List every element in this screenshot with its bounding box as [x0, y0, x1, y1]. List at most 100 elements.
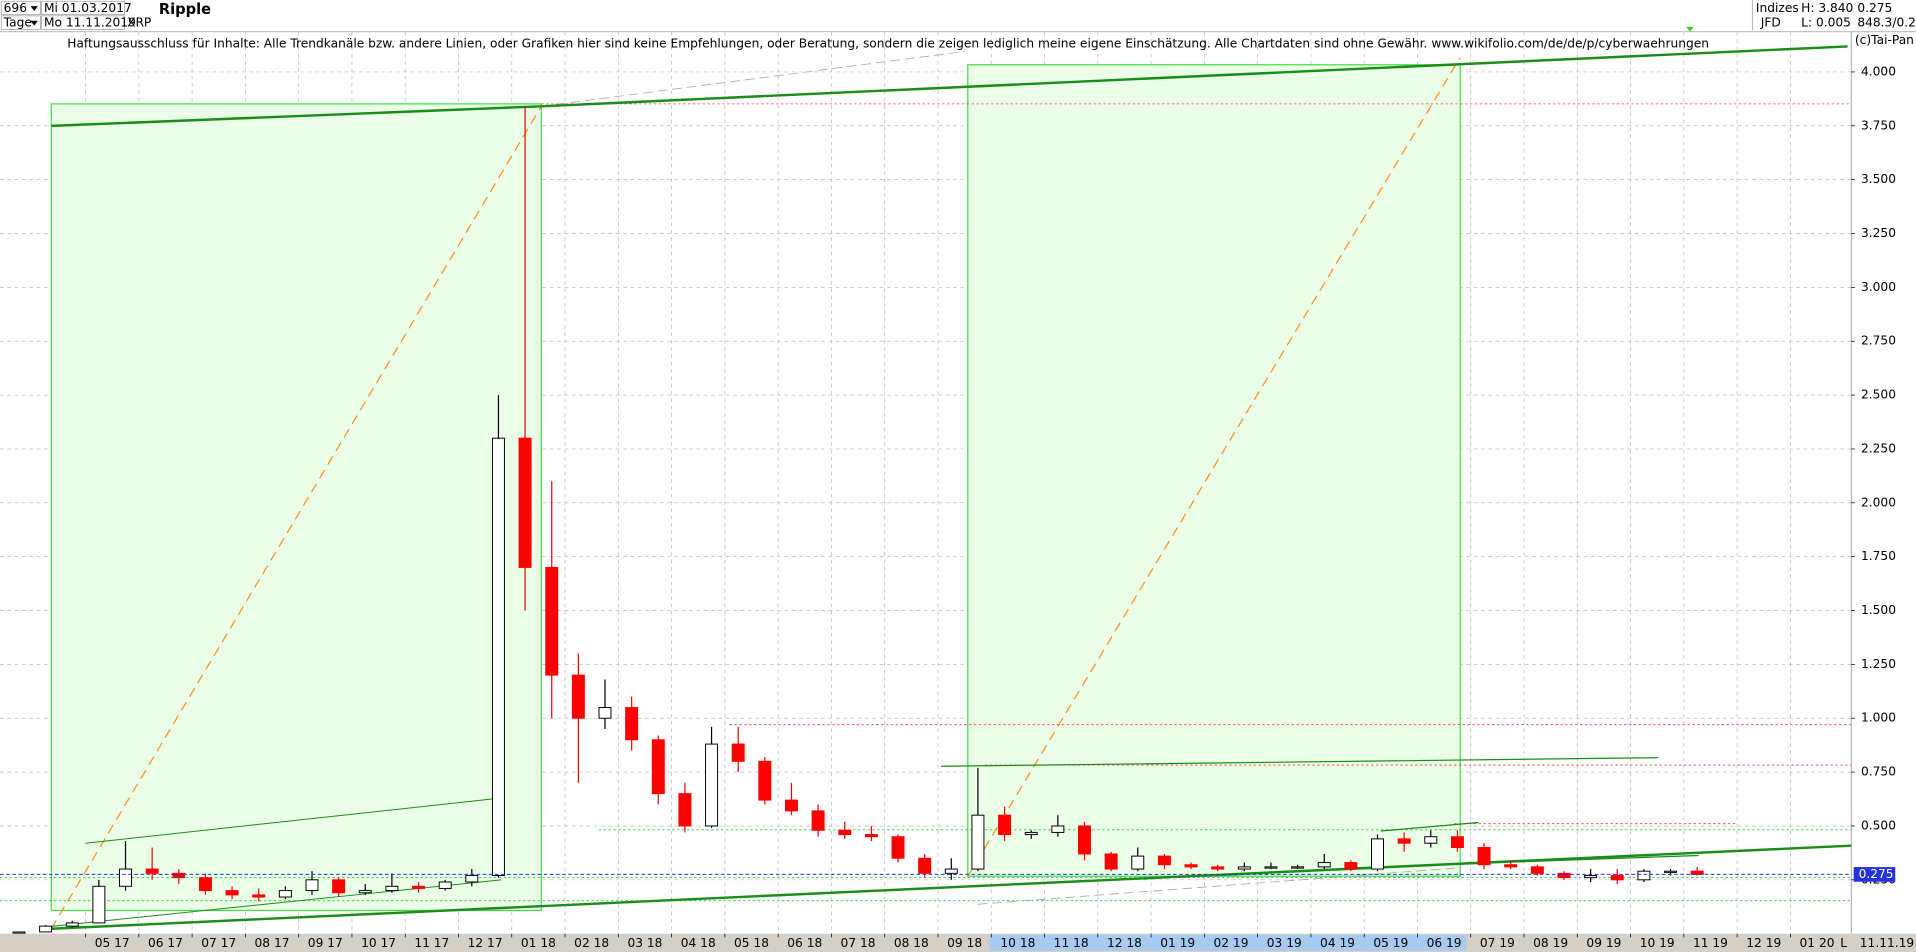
x-tick-label: 11 19: [1693, 936, 1728, 950]
candle-body: [1371, 838, 1384, 870]
candle-body: [545, 566, 559, 676]
candle-body: [1584, 875, 1598, 879]
x-tick-label: 05 18: [734, 936, 769, 950]
x-tick-label: 02 19: [1214, 936, 1249, 950]
x-tick-label: 03 19: [1267, 936, 1302, 950]
candle-body: [332, 879, 346, 894]
x-tick-label: 02 18: [574, 936, 609, 950]
candles: [0, 106, 1852, 934]
last-price-label: 0.275: [1859, 867, 1894, 881]
candle-body: [252, 894, 266, 898]
trend-line: [51, 879, 502, 927]
candle-body: [864, 834, 878, 838]
x-tick-label: 08 18: [894, 936, 929, 950]
candle-body: [518, 437, 532, 568]
candle-body: [1104, 853, 1118, 870]
end-date-label: 11.11.19: [1860, 936, 1914, 950]
y-tick-label: 1.750: [1861, 549, 1896, 563]
candle-body: [731, 743, 745, 762]
candle-body: [12, 931, 26, 934]
candle-body: [1424, 836, 1438, 844]
candle-body: [1131, 855, 1145, 870]
trend-line: [85, 797, 502, 844]
dropdown-arrow: [30, 20, 38, 26]
x-tick-label: 10 17: [361, 936, 396, 950]
extra: 848.3/0.24: [1857, 16, 1916, 30]
candle-body: [651, 739, 665, 795]
y-tick-label: 1.500: [1861, 603, 1896, 617]
x-tick-label: 06 17: [148, 936, 183, 950]
x-tick-label: 11 18: [1054, 936, 1089, 950]
selection-range: [989, 934, 1467, 951]
x-axis: 05 17 06 17 07 17 08 17 09 17 10 17 11 17 12 17…: [85, 933, 1835, 950]
y-tick-label: 4.000: [1861, 64, 1896, 78]
copyright: (c)Tai-Pan: [1855, 33, 1914, 47]
dashed-trend: [967, 57, 1461, 877]
unit-box[interactable]: [0, 15, 41, 30]
low: L: 0.005: [1801, 16, 1851, 30]
last: 0.275: [1857, 1, 1892, 15]
chart-title: Ripple: [159, 1, 211, 18]
candle-body: [465, 875, 479, 883]
trend-line: [1356, 854, 1699, 869]
disclaimer: Haftungsausschluss für Inhalte: Alle Tre…: [67, 36, 1709, 50]
y-tick-label: 2.000: [1861, 495, 1896, 509]
x-tick-label: 12 18: [1107, 936, 1142, 950]
candle-body: [1637, 870, 1651, 881]
y-tick-label: 2.750: [1861, 334, 1896, 348]
candle-body: [944, 868, 958, 874]
candle-body: [998, 814, 1012, 836]
start-box[interactable]: [41, 0, 125, 15]
x-tick-label: 07 17: [201, 936, 236, 950]
gray-dashed: [977, 867, 1461, 905]
count: 696: [4, 1, 27, 15]
candle-body: [1078, 825, 1091, 855]
x-tick-label: 10 19: [1640, 936, 1675, 950]
x-tick-label: 12 19: [1746, 936, 1781, 950]
x-tick-label: 09 19: [1586, 936, 1621, 950]
x-tick-label: 05 17: [95, 936, 130, 950]
dashed-trend: [50, 106, 542, 930]
candle-body: [1557, 872, 1571, 879]
candle-body: [119, 868, 133, 887]
candle-body: [891, 836, 905, 859]
group: Indizes: [1756, 1, 1799, 15]
candle-body: [1344, 862, 1358, 870]
candle-body: [278, 890, 292, 898]
x-tick-label: 12 17: [468, 936, 503, 950]
x-tick-label: 10 18: [1000, 936, 1035, 950]
dropdown-arrow: [30, 6, 38, 11]
candle-body: [198, 877, 212, 892]
candle-body: [1450, 836, 1464, 848]
candle-body: [971, 814, 985, 870]
candle-body: [1291, 866, 1305, 869]
gray-dashed: [541, 50, 966, 107]
x-tick-label: 09 18: [947, 936, 982, 950]
x-tick-label: 05 19: [1373, 936, 1408, 950]
header-bar: [0, 0, 1916, 32]
candle-body: [1157, 855, 1171, 866]
candle-body: [1184, 864, 1198, 868]
unit: Tage: [3, 16, 32, 30]
count-box[interactable]: [0, 0, 41, 15]
y-tick-label: 2.500: [1861, 388, 1896, 402]
candle-body: [598, 706, 612, 719]
high: H: 3.840: [1801, 1, 1853, 15]
candle-body: [1237, 866, 1251, 870]
x-tick-label: 06 18: [787, 936, 822, 950]
candle-body: [1051, 825, 1065, 833]
candle-body: [1317, 862, 1331, 868]
trend-line: [51, 844, 1852, 931]
candle-body: [705, 743, 719, 827]
end-box[interactable]: [41, 15, 125, 30]
y-tick-label: 0.750: [1861, 765, 1896, 779]
trend-line: [940, 757, 1659, 767]
candle-body: [491, 437, 505, 876]
y-tick-label: 0.500: [1861, 818, 1896, 832]
candle-body: [1690, 870, 1704, 875]
x-tick-label: 07 19: [1480, 936, 1515, 950]
candle-body: [1264, 866, 1278, 869]
candle-body: [412, 885, 426, 889]
trend-line: [1380, 821, 1479, 832]
end-date: Mo 11.11.2019: [44, 16, 136, 30]
